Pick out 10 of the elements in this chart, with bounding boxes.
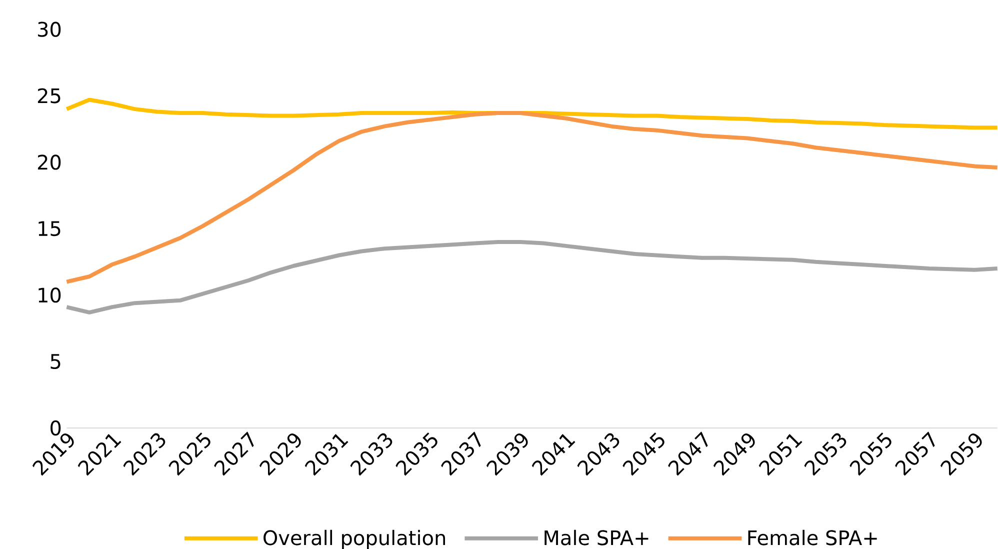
legend-label: Female SPA+	[748, 530, 877, 546]
y-tick-label: 30	[38, 22, 61, 37]
y-tick-label: 15	[38, 221, 60, 236]
legend-label: Male SPA+	[544, 530, 648, 546]
y-tick-label: 10	[38, 288, 61, 303]
y-tick-label: 20	[38, 154, 61, 170]
legend-label: Overall population	[264, 530, 445, 549]
y-tick-label: 25	[38, 88, 60, 104]
y-tick-label: 0	[50, 420, 61, 436]
y-tick-label: 5	[50, 354, 60, 369]
